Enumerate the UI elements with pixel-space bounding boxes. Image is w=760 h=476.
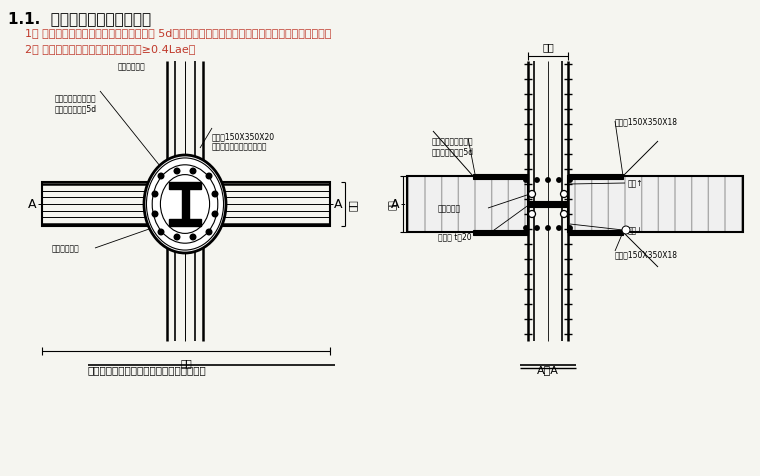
Circle shape [174,169,180,174]
Bar [169,183,201,189]
Circle shape [557,178,561,183]
Text: 余同↑: 余同↑ [628,179,644,188]
Text: 双面焊接于钢牛腿上
焊缝长度不小于5d: 双面焊接于钢牛腿上 焊缝长度不小于5d [432,137,474,156]
Bar [473,230,528,235]
Text: A－A: A－A [537,364,559,374]
Circle shape [212,212,218,218]
Circle shape [560,211,568,218]
Circle shape [546,178,550,183]
Text: 梁宽: 梁宽 [180,357,192,367]
Circle shape [152,192,158,198]
Circle shape [158,174,164,179]
Text: A: A [27,198,36,211]
Text: 钢牛腿150X350X20
设置支撑筋、钢板加固位置: 钢牛腿150X350X20 设置支撑筋、钢板加固位置 [212,132,275,151]
Bar [568,230,623,235]
Bar [528,201,568,208]
Text: 柱宽: 柱宽 [542,42,554,52]
Bar [473,174,528,179]
Bar [169,219,201,227]
Circle shape [622,227,630,235]
Circle shape [535,226,539,231]
Circle shape [158,230,164,235]
Bar [568,177,743,232]
Circle shape [568,178,572,183]
Circle shape [206,174,212,179]
Circle shape [528,191,536,198]
Bar [568,177,743,232]
Circle shape [206,230,212,235]
Bar [182,189,188,219]
Bar [568,174,623,179]
Circle shape [190,235,196,240]
Text: 余同↓: 余同↓ [628,226,644,235]
Ellipse shape [144,156,226,253]
Text: 加劲肋 t＝20: 加劲肋 t＝20 [438,232,472,241]
Text: 穿筋通穿孔: 穿筋通穿孔 [438,204,461,213]
Circle shape [557,226,561,231]
Text: 钢牛腿150X350X18: 钢牛腿150X350X18 [615,117,678,126]
Bar [407,177,528,232]
Circle shape [546,226,550,231]
Circle shape [528,211,536,218]
Text: 钢牛腿150X350X18: 钢牛腿150X350X18 [615,250,678,259]
Text: A: A [334,198,343,211]
Text: 梁高: 梁高 [348,198,358,210]
Text: 1.1.  梁纵筋与型钢柱连接方法: 1.1. 梁纵筋与型钢柱连接方法 [8,11,151,26]
Circle shape [524,226,528,231]
Text: 双面焊接于钢牛腿上
焊缝长度不小于5d: 双面焊接于钢牛腿上 焊缝长度不小于5d [55,94,97,113]
Circle shape [524,178,528,183]
Text: 2） 梁纵筋弯锚，满足水平段锚固长度≥0.4Lae。: 2） 梁纵筋弯锚，满足水平段锚固长度≥0.4Lae。 [25,44,195,54]
Text: 柱位筋或环筋: 柱位筋或环筋 [52,244,80,253]
Circle shape [568,226,572,231]
Text: 1） 梁纵筋焊于钢牛腿、加劲肋上，双面焊 5d；当有双排筋时，第二排筋焊于钢牛腿或加劲肋下侧；: 1） 梁纵筋焊于钢牛腿、加劲肋上，双面焊 5d；当有双排筋时，第二排筋焊于钢牛腿… [25,28,331,38]
Circle shape [174,235,180,240]
Text: A: A [391,198,399,211]
Text: 型钢钢柱截板: 型钢钢柱截板 [118,62,146,71]
Bar [42,183,165,227]
Circle shape [560,191,568,198]
Text: 非转换层型钢圆柱与钢筋混凝土梁节点详图: 非转换层型钢圆柱与钢筋混凝土梁节点详图 [88,364,207,374]
Circle shape [152,212,158,218]
Circle shape [535,178,539,183]
Circle shape [190,169,196,174]
Bar [407,177,528,232]
Text: 梁高: 梁高 [389,199,398,210]
Circle shape [212,192,218,198]
Bar [205,183,330,227]
